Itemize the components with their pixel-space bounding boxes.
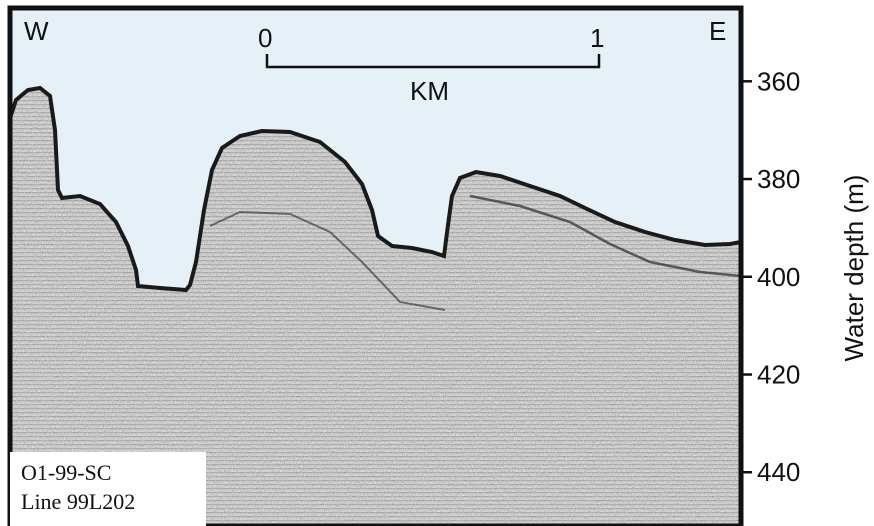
profile-frame xyxy=(7,5,744,526)
depth-tick-label: 440 xyxy=(757,457,800,487)
sub-bottom-reflector xyxy=(209,210,446,311)
depth-tick-label: 400 xyxy=(757,262,800,292)
scale-unit-label: KM xyxy=(410,76,449,106)
depth-axis: 360 380 400 420 440 xyxy=(741,66,800,487)
seafloor-reflector xyxy=(10,85,741,293)
line-caption: O1-99-SC Line 99L202 xyxy=(10,452,206,526)
depth-tick-label: 420 xyxy=(757,360,800,390)
survey-id: O1-99-SC xyxy=(21,460,112,485)
depth-tick-label: 380 xyxy=(757,164,800,194)
sub-bottom-reflector xyxy=(469,194,741,278)
scale-end-label: 1 xyxy=(590,23,604,53)
scale-bar: 0 1 KM xyxy=(258,23,604,106)
west-label: W xyxy=(24,16,49,46)
scale-start-label: 0 xyxy=(258,23,272,53)
east-label: E xyxy=(709,16,726,46)
line-id: Line 99L202 xyxy=(21,489,136,514)
depth-tick-label: 360 xyxy=(757,66,800,96)
depth-axis-label: Water depth (m) xyxy=(839,175,869,362)
